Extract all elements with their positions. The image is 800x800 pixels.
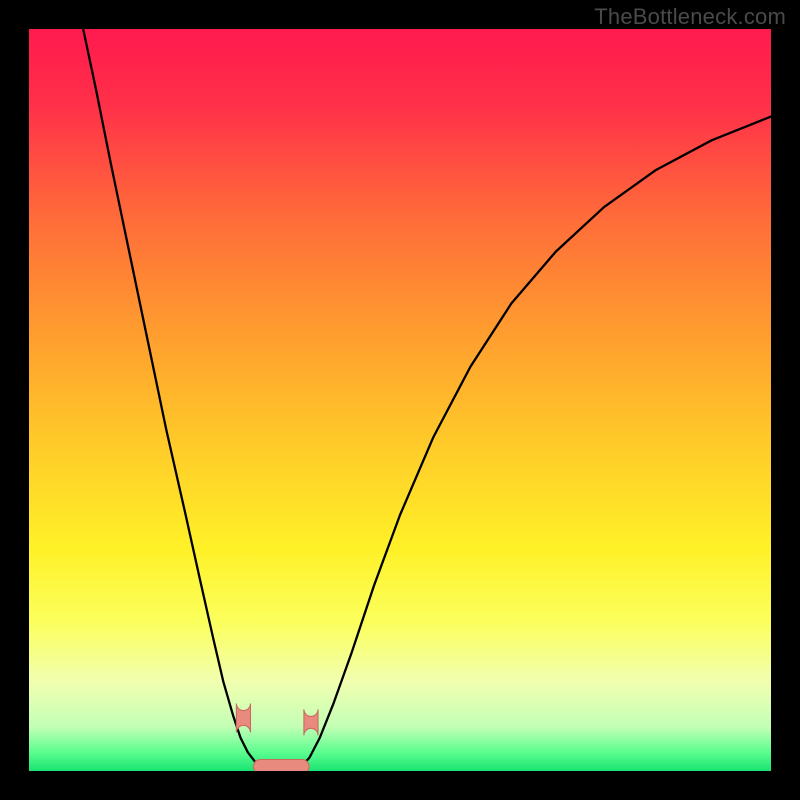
bottleneck-curve-chart [29, 29, 771, 771]
plot-area [29, 29, 771, 771]
gradient-background [29, 29, 771, 771]
chart-frame: TheBottleneck.com [0, 0, 800, 800]
watermark-text: TheBottleneck.com [594, 4, 786, 30]
marker-bottom [253, 759, 309, 771]
